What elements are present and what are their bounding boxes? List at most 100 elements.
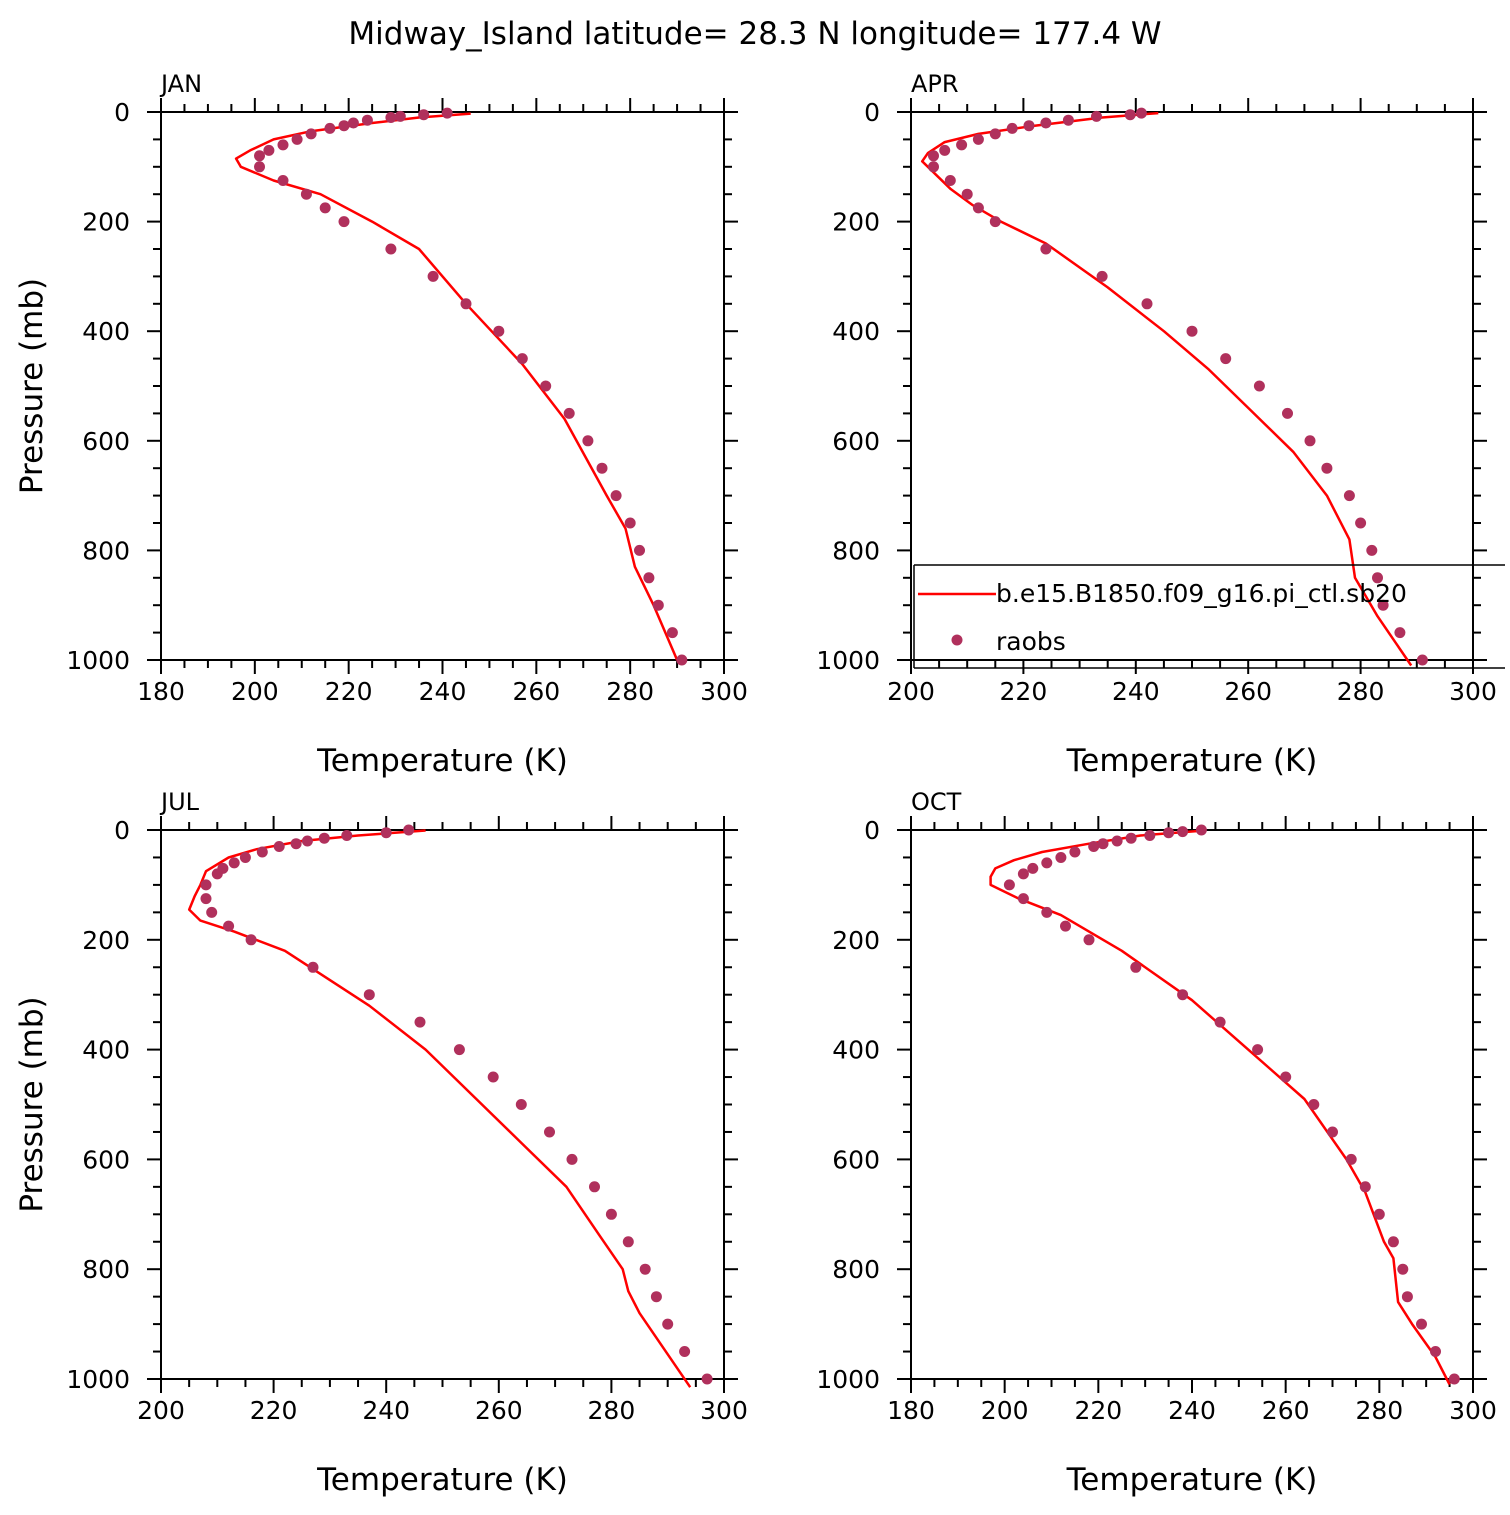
raobs-point <box>650 1291 662 1303</box>
x-tick-label: 240 <box>362 1396 410 1425</box>
x-tick-label: 300 <box>700 677 748 706</box>
x-axis-label: Temperature (K) <box>1066 743 1318 779</box>
x-axis-label: Temperature (K) <box>1066 1462 1318 1498</box>
x-tick-label: 260 <box>475 1396 523 1425</box>
y-tick-label: 0 <box>864 816 880 845</box>
raobs-point <box>1186 325 1198 337</box>
raobs-point <box>1041 857 1053 869</box>
y-tick-label: 200 <box>82 208 130 237</box>
raobs-point <box>1282 407 1293 419</box>
y-axis-label: Pressure (mb) <box>14 278 50 494</box>
raobs-point <box>1366 544 1378 556</box>
panel-apr: 200 220 240 260 280 300 0 200 400 600 800 1000 APR Te… <box>816 70 1496 779</box>
panel-oct: 180 200 220 240 260 280 300 0 200 400 600 800 1000 OC… <box>816 788 1496 1498</box>
x-tick-label: 240 <box>1168 1396 1216 1425</box>
raobs-point <box>200 879 212 891</box>
raobs-point <box>307 961 319 973</box>
legend-marker-swatch <box>951 634 963 646</box>
raobs-point <box>341 830 353 841</box>
x-tick-label: 240 <box>1112 677 1160 706</box>
raobs-point <box>1377 599 1389 611</box>
y-tick-label: 400 <box>82 1036 130 1065</box>
panel-title: JUL <box>159 788 200 816</box>
raobs-point <box>1055 852 1067 863</box>
raobs-point <box>1214 1016 1226 1028</box>
x-tick-label: 200 <box>231 677 279 706</box>
raobs-point <box>1416 654 1428 666</box>
raobs-point <box>1448 1373 1460 1385</box>
raobs-point <box>1097 838 1109 850</box>
raobs-point <box>1252 1044 1264 1056</box>
raobs-point <box>403 824 415 836</box>
raobs-point <box>338 216 350 228</box>
raobs-point <box>624 517 636 529</box>
raobs-point <box>1343 490 1355 502</box>
raobs-point <box>1308 1099 1320 1110</box>
raobs-point <box>634 544 645 556</box>
plot-frame <box>160 829 725 1380</box>
raobs-point <box>324 122 336 134</box>
raobs-point <box>1069 846 1081 858</box>
raobs-point <box>273 841 285 852</box>
x-tick-label: 300 <box>1449 1396 1497 1425</box>
raobs-point <box>1345 1153 1357 1165</box>
raobs-point <box>515 1099 527 1110</box>
raobs-point <box>1355 517 1367 529</box>
raobs-point <box>540 380 552 392</box>
x-tick-label: 300 <box>700 1396 748 1425</box>
raobs-point <box>200 893 212 905</box>
x-tick-label: 220 <box>250 1396 298 1425</box>
raobs-point <box>1041 906 1053 918</box>
raobs-point <box>516 353 528 365</box>
y-tick-label: 400 <box>832 317 880 346</box>
x-tick-label: 180 <box>137 677 185 706</box>
plot-frame <box>910 829 1474 1380</box>
x-tick-label: 200 <box>887 677 935 706</box>
y-tick-label: 1000 <box>66 1365 130 1394</box>
raobs-point <box>1017 868 1029 880</box>
raobs-point <box>1130 961 1142 973</box>
x-tick-label: 260 <box>1224 677 1272 706</box>
raobs-point <box>211 868 223 880</box>
raobs-point <box>1083 934 1095 946</box>
raobs-point <box>1177 989 1189 1001</box>
raobs-point <box>1135 107 1147 119</box>
raobs-point <box>206 906 218 918</box>
raobs-point <box>1111 835 1123 847</box>
raobs-point <box>1144 830 1156 841</box>
x-tick-label: 300 <box>1449 677 1497 706</box>
raobs-point <box>939 144 951 156</box>
y-axis-label: Pressure (mb) <box>14 996 50 1212</box>
x-tick-label: 180 <box>887 1396 935 1425</box>
raobs-point <box>1163 827 1175 839</box>
raobs-point <box>239 852 251 863</box>
model-line <box>187 829 692 1388</box>
y-tick-label: 400 <box>832 1036 880 1065</box>
y-tick-label: 1000 <box>816 1365 880 1394</box>
x-axis-label: Temperature (K) <box>316 743 568 779</box>
raobs-point <box>1177 826 1189 838</box>
raobs-point <box>380 827 392 839</box>
y-tick-label: 200 <box>832 208 880 237</box>
raobs-point <box>1220 353 1232 365</box>
raobs-point <box>427 270 439 282</box>
panel-title: OCT <box>911 788 962 816</box>
panel-jan: 180 200 220 240 260 280 300 0 200 400 600 800 1000 JA… <box>14 70 748 779</box>
raobs-point <box>1141 298 1153 310</box>
raobs-point <box>385 243 397 255</box>
raobs-point <box>1253 380 1265 392</box>
x-tick-label: 220 <box>325 677 373 706</box>
raobs-point <box>1397 1263 1409 1275</box>
raobs-point <box>460 298 472 310</box>
y-tick-label: 800 <box>832 1255 880 1284</box>
model-line <box>989 829 1451 1386</box>
raobs-point <box>972 133 984 145</box>
y-tick-label: 600 <box>832 427 880 456</box>
raobs-point <box>291 133 303 145</box>
raobs-point <box>563 407 575 419</box>
raobs-point <box>256 846 268 858</box>
raobs-point <box>1088 841 1100 852</box>
raobs-point <box>453 1044 465 1056</box>
